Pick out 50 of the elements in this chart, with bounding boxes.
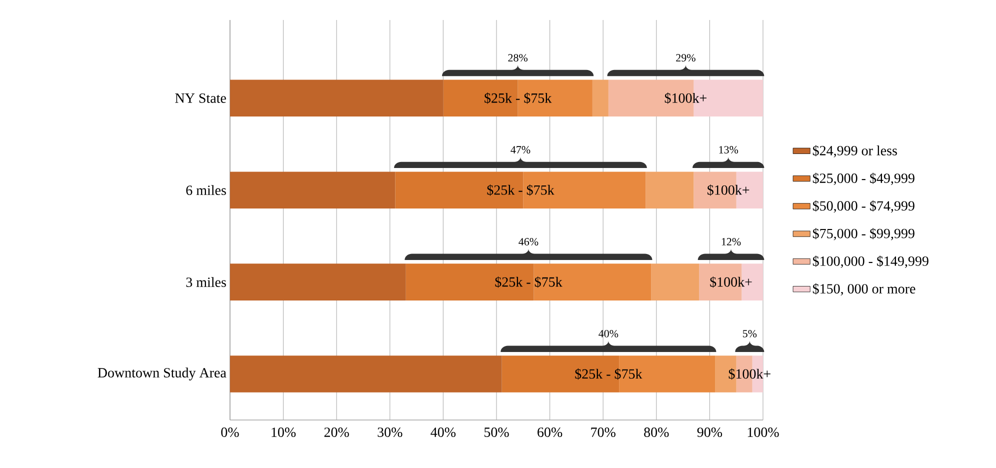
- x-tick-label: 50%: [484, 428, 509, 438]
- annotation: 40%: [598, 330, 618, 338]
- annotation: $100k+: [728, 368, 770, 380]
- bar: [230, 80, 444, 117]
- x-tick-label: 10%: [272, 428, 296, 438]
- x-tick-label: 90%: [697, 428, 722, 438]
- x-tick-label: 80%: [644, 428, 669, 438]
- annotation: $100k+: [708, 184, 750, 196]
- bar: [534, 264, 652, 300]
- bar: [406, 264, 534, 300]
- y-tick-label: 3 miles: [186, 277, 226, 287]
- annotation: 13%: [719, 146, 738, 154]
- annotation: 46%: [518, 238, 538, 246]
- y-tick-label: 6 miles: [186, 185, 226, 196]
- x-tick-label: 20%: [324, 428, 349, 438]
- bar: [592, 80, 608, 117]
- legend-label: $25,000 - $49,999: [812, 172, 914, 186]
- annotation: 29%: [676, 54, 696, 62]
- x-tick-label: 0%: [221, 428, 239, 438]
- y-tick-label: Downtown Study Area: [98, 368, 226, 380]
- annotation: 12%: [722, 238, 741, 246]
- annotation: 28%: [508, 54, 528, 62]
- annotation: 5%: [742, 330, 757, 338]
- annotation: 47%: [510, 146, 530, 154]
- bar: [646, 172, 694, 208]
- y-tick-label: NY State: [175, 93, 226, 103]
- bar: [443, 80, 518, 117]
- bar: [518, 80, 592, 117]
- legend-label: $150, 000 or more: [812, 283, 916, 296]
- x-tick-label: 40%: [430, 428, 456, 438]
- legend-label: $100,000 - $149,999: [812, 256, 928, 268]
- annotation: $25k - $75k: [575, 368, 642, 380]
- bar: [523, 172, 646, 208]
- legend-label: $24,999 or less: [812, 145, 897, 158]
- x-tick-label: 100%: [748, 428, 779, 438]
- bar: [651, 264, 700, 300]
- legend-label: $75,000 - $99,999: [812, 228, 914, 240]
- annotation: $25k - $75k: [484, 92, 552, 104]
- bar: [395, 172, 524, 208]
- annotation: $25k - $75k: [487, 184, 554, 196]
- bar: [230, 356, 502, 392]
- bar: [230, 264, 406, 300]
- x-tick-label: 60%: [538, 428, 562, 438]
- legend-label: $50,000 - $74,999: [812, 200, 914, 213]
- x-tick-label: 30%: [378, 428, 402, 438]
- x-tick-label: 70%: [591, 428, 616, 438]
- annotation: $100k+: [664, 92, 706, 104]
- annotation: $25k - $75k: [495, 276, 562, 288]
- annotation: $100k+: [710, 276, 752, 288]
- bar: [230, 172, 396, 208]
